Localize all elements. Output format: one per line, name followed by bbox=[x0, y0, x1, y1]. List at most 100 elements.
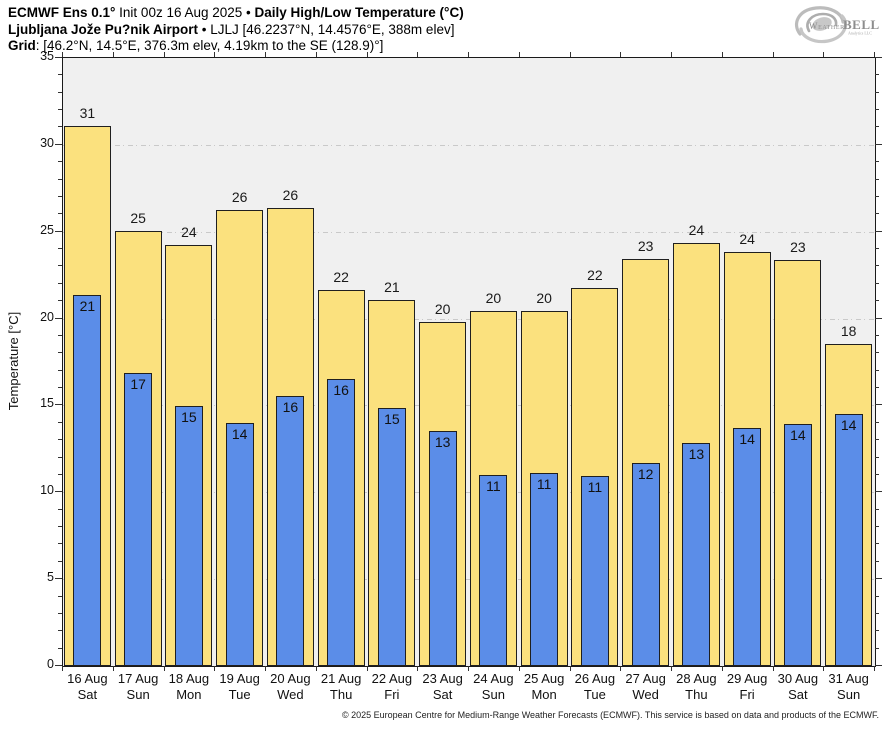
x-label-weekday: Wed bbox=[277, 687, 304, 702]
y-minortick-left-32 bbox=[58, 109, 62, 111]
gridline-5 bbox=[63, 579, 875, 581]
y-minortick-right-16 bbox=[875, 387, 879, 389]
x-axis-label-23-Aug: 23 Aug Sat bbox=[417, 671, 468, 703]
x-tick-bottom-16 bbox=[874, 666, 875, 671]
y-minortick-left-1 bbox=[58, 647, 62, 649]
y-tick-label-15: 15 bbox=[40, 396, 54, 411]
x-tick-top-3 bbox=[214, 52, 216, 57]
x-axis-label-29-Aug: 29 Aug Fri bbox=[722, 671, 773, 703]
x-label-date: 20 Aug bbox=[270, 671, 311, 686]
y-tick-label-35: 35 bbox=[40, 49, 54, 63]
x-axis-label-21-Aug: 21 Aug Thu bbox=[316, 671, 367, 703]
header-line-1: ECMWF Ens 0.1° Init 00z 16 Aug 2025 • Da… bbox=[8, 5, 464, 22]
low-value-label: 14 bbox=[790, 426, 806, 443]
x-tick-bottom-6 bbox=[366, 666, 368, 671]
low-value-label: 15 bbox=[181, 409, 197, 426]
x-label-weekday: Tue bbox=[228, 687, 251, 702]
high-value-label: 24 bbox=[181, 223, 197, 240]
x-label-weekday: Wed bbox=[632, 687, 659, 702]
high-value-label: 24 bbox=[688, 221, 705, 238]
x-label-weekday: Fri bbox=[384, 687, 400, 702]
x-tick-top-9 bbox=[518, 52, 520, 57]
low-value-label: 11 bbox=[486, 477, 501, 494]
low-value-label: 17 bbox=[130, 376, 146, 393]
grid-label: Grid bbox=[8, 38, 36, 53]
x-axis-label-20-Aug: 20 Aug Wed bbox=[265, 671, 316, 703]
y-minortick-left-21 bbox=[58, 300, 62, 302]
x-tick-bottom-15 bbox=[823, 666, 825, 671]
x-label-date: 23 Aug bbox=[422, 671, 463, 686]
x-tick-bottom-8 bbox=[468, 666, 469, 671]
x-label-date: 30 Aug bbox=[777, 671, 819, 686]
y-tick-label-5: 5 bbox=[47, 570, 54, 585]
grid-coords: : [46.2°N, 14.5°E, 376.3m elev, 4.19km t… bbox=[35, 38, 384, 53]
x-label-weekday: Mon bbox=[531, 687, 557, 702]
x-label-date: 17 Aug bbox=[117, 671, 159, 686]
x-tick-top-4 bbox=[265, 52, 266, 57]
bar-low-17-Aug bbox=[124, 373, 153, 666]
x-axis-label-25-Aug: 25 Aug Mon bbox=[519, 671, 570, 703]
x-axis-label-26-Aug: 26 Aug Tue bbox=[569, 671, 620, 703]
high-value-label: 24 bbox=[739, 230, 755, 247]
x-axis-label-30-Aug: 30 Aug Sat bbox=[772, 671, 823, 703]
y-minortick-left-16 bbox=[58, 387, 62, 389]
x-tick-top-10 bbox=[569, 52, 571, 57]
x-label-date: 29 Aug bbox=[726, 671, 768, 686]
x-label-weekday: Tue bbox=[583, 687, 606, 702]
x-tick-top-11 bbox=[620, 52, 622, 57]
logo-text-bell: BELL bbox=[843, 17, 880, 32]
gridline-30 bbox=[63, 144, 875, 146]
x-label-date: 24 Aug bbox=[473, 671, 514, 686]
y-minortick-left-11 bbox=[58, 473, 62, 475]
y-tick-right-35 bbox=[875, 57, 882, 58]
y-minortick-left-31 bbox=[58, 126, 62, 128]
x-label-weekday: Thu bbox=[685, 687, 708, 702]
y-minortick-left-19 bbox=[58, 334, 62, 336]
y-tick-left-25 bbox=[55, 230, 62, 232]
high-value-label: 26 bbox=[231, 188, 248, 205]
high-value-label: 23 bbox=[790, 239, 806, 256]
y-minortick-left-34 bbox=[58, 74, 62, 76]
bar-low-27-Aug bbox=[631, 463, 660, 666]
x-tick-bottom-10 bbox=[569, 666, 571, 671]
y-minortick-right-13 bbox=[875, 439, 879, 441]
x-tick-bottom-3 bbox=[214, 666, 216, 671]
low-value-label: 21 bbox=[79, 297, 96, 314]
x-tick-bottom-2 bbox=[163, 666, 165, 671]
gridline-15 bbox=[63, 405, 875, 407]
x-axis-label-24-Aug: 24 Aug Sun bbox=[468, 671, 519, 703]
y-tick-left-0 bbox=[55, 665, 62, 666]
x-tick-top-13 bbox=[721, 52, 723, 57]
y-tick-left-30 bbox=[55, 143, 62, 145]
y-tick-label-30: 30 bbox=[40, 135, 54, 150]
bar-low-31-Aug bbox=[834, 413, 863, 666]
y-minortick-right-22 bbox=[875, 282, 879, 284]
low-value-label: 16 bbox=[282, 398, 299, 415]
x-label-weekday: Mon bbox=[176, 687, 202, 702]
init-time: Init 00z 16 Aug 2025 • bbox=[115, 5, 255, 20]
x-label-date: 22 Aug bbox=[371, 671, 413, 686]
x-label-date: 19 Aug bbox=[219, 671, 260, 686]
logo-tagline: Analytics LLC bbox=[848, 31, 872, 36]
y-minortick-right-17 bbox=[875, 369, 879, 371]
gridline-25 bbox=[63, 231, 875, 233]
model-name: ECMWF Ens 0.1° bbox=[8, 5, 116, 20]
y-tick-left-15 bbox=[55, 404, 62, 406]
high-value-label: 20 bbox=[434, 300, 451, 317]
chart-header: ECMWF Ens 0.1° Init 00z 16 Aug 2025 • Da… bbox=[8, 5, 464, 55]
low-value-label: 11 bbox=[587, 478, 603, 495]
x-axis-label-16-Aug: 16 Aug Sat bbox=[62, 671, 113, 703]
x-tick-top-6 bbox=[366, 52, 368, 57]
low-value-label: 13 bbox=[688, 445, 705, 462]
low-value-label: 13 bbox=[434, 434, 451, 451]
x-label-date: 21 Aug bbox=[320, 671, 362, 686]
x-tick-top-2 bbox=[163, 52, 165, 57]
bar-low-24-Aug bbox=[479, 474, 508, 666]
x-label-date: 16 Aug bbox=[67, 671, 108, 686]
y-minortick-left-14 bbox=[58, 421, 62, 423]
x-label-weekday: Thu bbox=[329, 687, 353, 702]
y-minortick-right-34 bbox=[875, 74, 879, 76]
y-tick-left-10 bbox=[55, 491, 62, 493]
x-axis-label-22-Aug: 22 Aug Fri bbox=[366, 671, 417, 703]
